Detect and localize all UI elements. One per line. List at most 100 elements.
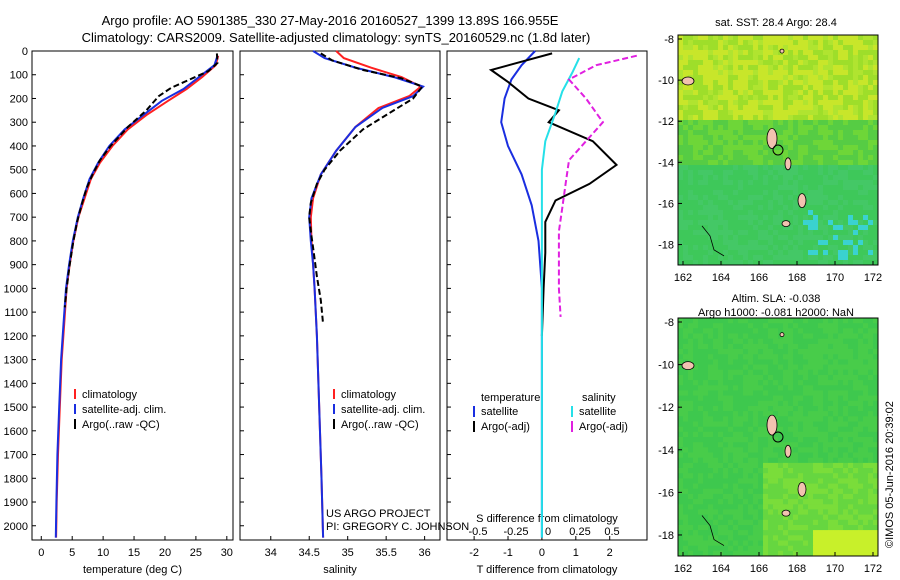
map-cell bbox=[818, 540, 824, 547]
map-cell bbox=[858, 140, 864, 146]
xtick-label: 1 bbox=[573, 547, 579, 559]
map-cell bbox=[718, 416, 724, 422]
map-cell bbox=[793, 50, 799, 56]
map-cell bbox=[743, 514, 749, 521]
map-cell bbox=[793, 165, 799, 171]
map-cell bbox=[703, 478, 709, 484]
map-cell bbox=[683, 220, 689, 226]
map-cell bbox=[853, 95, 859, 101]
map-cell bbox=[733, 140, 739, 146]
map-cell bbox=[693, 250, 699, 256]
map-cell bbox=[728, 60, 734, 66]
map-cell bbox=[783, 406, 789, 412]
map-cell bbox=[733, 200, 739, 206]
map-xtick-label: 170 bbox=[826, 563, 844, 575]
map-cell bbox=[783, 80, 789, 86]
map-cell bbox=[848, 380, 854, 386]
map-cell bbox=[778, 155, 784, 161]
map-cell bbox=[838, 374, 844, 381]
map-cell bbox=[733, 535, 739, 541]
map-cell bbox=[808, 462, 814, 469]
map-cell bbox=[868, 245, 874, 251]
map-cell bbox=[803, 468, 809, 474]
map-cell bbox=[753, 359, 759, 365]
map-cell bbox=[728, 250, 734, 256]
coastline bbox=[701, 225, 725, 257]
map-cell bbox=[733, 260, 739, 266]
map-cell bbox=[873, 478, 879, 484]
map-cell bbox=[843, 328, 849, 334]
map-cell bbox=[868, 95, 874, 101]
map-cell bbox=[693, 35, 699, 41]
map-cell bbox=[733, 255, 739, 261]
map-cell bbox=[838, 406, 844, 412]
map-cell bbox=[703, 359, 709, 365]
map-cell bbox=[728, 452, 734, 459]
map-cell bbox=[703, 338, 709, 345]
map-cell bbox=[863, 535, 869, 541]
map-cell bbox=[778, 478, 784, 484]
map-cell bbox=[753, 452, 759, 459]
map-cell bbox=[863, 185, 869, 191]
map-cell bbox=[843, 318, 849, 324]
map-cell bbox=[733, 175, 739, 181]
map-cell bbox=[678, 150, 684, 156]
map-cell bbox=[753, 110, 759, 116]
map-cell bbox=[828, 338, 834, 345]
map-cell bbox=[768, 210, 774, 216]
map-cell bbox=[803, 150, 809, 156]
map-cell bbox=[788, 35, 794, 41]
map-cell bbox=[763, 385, 769, 391]
map-cell bbox=[788, 431, 794, 438]
map-cell bbox=[823, 493, 829, 500]
map-cell bbox=[743, 140, 749, 146]
map-cell bbox=[678, 170, 684, 176]
map-cell bbox=[863, 369, 869, 376]
map-cell bbox=[828, 210, 834, 216]
map-cell bbox=[743, 165, 749, 171]
map-cell bbox=[783, 457, 789, 464]
map-cell bbox=[778, 442, 784, 448]
map-cell bbox=[708, 369, 714, 376]
map-cell bbox=[838, 110, 844, 116]
map-cell bbox=[723, 421, 729, 428]
map-cell bbox=[763, 225, 769, 231]
map-cell bbox=[848, 390, 854, 396]
map-cell bbox=[678, 390, 684, 396]
map-cell bbox=[858, 354, 864, 360]
map-cell bbox=[828, 115, 834, 121]
map-cell bbox=[763, 343, 769, 350]
map-cell bbox=[868, 80, 874, 86]
map-cell bbox=[843, 260, 849, 266]
map-cell bbox=[688, 160, 694, 166]
map-cell bbox=[728, 130, 734, 136]
map-cell bbox=[778, 235, 784, 241]
map-cell bbox=[863, 364, 869, 371]
map-cell bbox=[833, 115, 839, 121]
map-cell bbox=[833, 400, 839, 407]
xtick-label: 10 bbox=[97, 547, 109, 559]
map-cell bbox=[718, 230, 724, 236]
map-cell bbox=[868, 125, 874, 131]
map-cell bbox=[713, 40, 719, 46]
map-cell bbox=[868, 540, 874, 547]
map-cell bbox=[798, 60, 804, 66]
map-cell bbox=[818, 525, 824, 531]
map-cell bbox=[723, 65, 729, 71]
map-cell bbox=[773, 545, 779, 552]
map-cell bbox=[688, 65, 694, 71]
map-cell bbox=[753, 364, 759, 371]
map-cell bbox=[808, 323, 814, 329]
map-cell bbox=[828, 519, 834, 526]
map-cell bbox=[848, 411, 854, 417]
map-cell bbox=[838, 411, 844, 417]
map-cell bbox=[813, 145, 819, 151]
map-cell bbox=[788, 354, 794, 360]
map-cell bbox=[728, 509, 734, 515]
map-cell bbox=[693, 205, 699, 211]
map-cell bbox=[873, 421, 879, 428]
map-cell bbox=[798, 65, 804, 71]
map-cell bbox=[858, 135, 864, 141]
map-cell bbox=[863, 349, 869, 355]
map-cell bbox=[818, 452, 824, 459]
